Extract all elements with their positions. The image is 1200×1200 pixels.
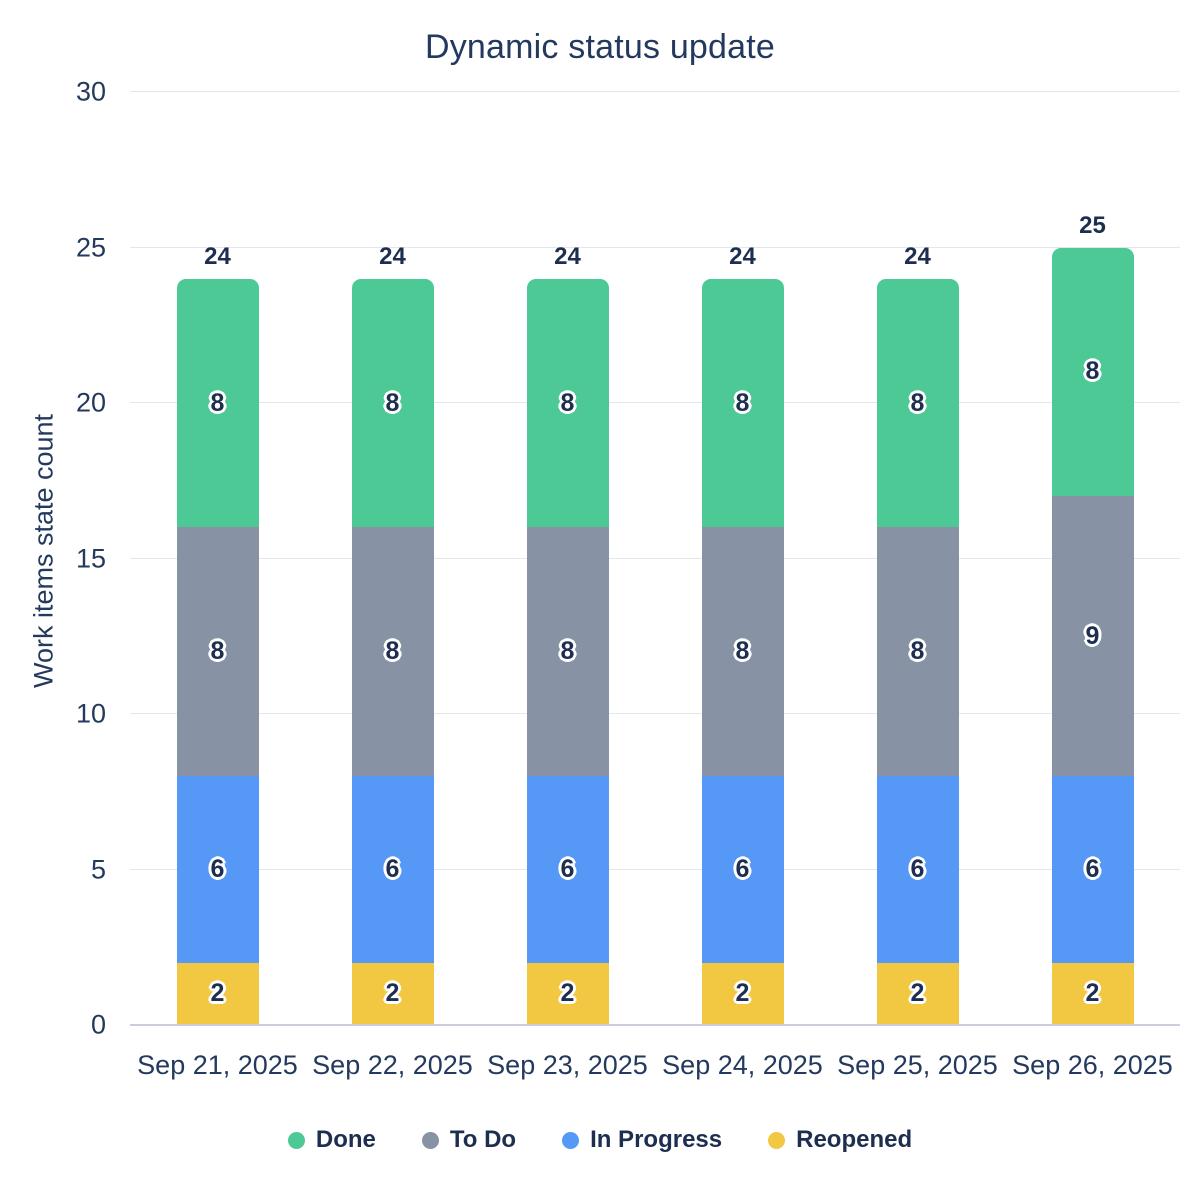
x-axis-label: Sep 25, 2025 xyxy=(837,1050,998,1080)
bar-segment-in-progress[interactable]: 6 xyxy=(876,776,959,963)
bar-segment-label: 6 xyxy=(385,855,400,884)
bar-segment-done[interactable]: 8 xyxy=(351,278,434,528)
bar-segment-label: 8 xyxy=(735,637,750,666)
bar-segment-label: 2 xyxy=(560,979,575,1008)
bar-segment-to-do[interactable]: 9 xyxy=(1051,496,1134,777)
bar-segment-label: 8 xyxy=(560,388,575,417)
gridline xyxy=(130,246,1180,248)
x-axis-label: Sep 26, 2025 xyxy=(1012,1050,1173,1080)
gridline xyxy=(130,557,1180,559)
bar-segment-to-do[interactable]: 8 xyxy=(876,527,959,777)
x-axis-label: Sep 23, 2025 xyxy=(487,1050,648,1080)
bar-segment-label: 6 xyxy=(560,855,575,884)
bar-segment-to-do[interactable]: 8 xyxy=(526,527,609,777)
x-axis-label: Sep 22, 2025 xyxy=(312,1050,473,1080)
bar-segment-label: 8 xyxy=(910,388,925,417)
bar-total-label: 25 xyxy=(1079,211,1106,239)
bar-sep-24-2025: 2 6 8 8 24 xyxy=(701,92,784,1025)
bar-segment-done[interactable]: 8 xyxy=(876,278,959,528)
gridline xyxy=(130,713,1180,714)
bar-total-label: 24 xyxy=(729,242,756,270)
bar-total-label: 24 xyxy=(904,242,931,270)
bar-segment-done[interactable]: 8 xyxy=(701,278,784,528)
bar-sep-26-2025: 2 6 9 8 25 xyxy=(1051,92,1134,1025)
bar-segment-label: 8 xyxy=(1085,357,1100,386)
legend-dot-icon xyxy=(768,1131,786,1149)
gridline xyxy=(130,868,1180,870)
bar-sep-25-2025: 2 6 8 8 24 xyxy=(876,92,959,1025)
y-tick-label: 15 xyxy=(75,543,106,573)
bar-segment-label: 6 xyxy=(735,855,750,884)
bar-segment-in-progress[interactable]: 6 xyxy=(351,776,434,963)
bar-segment-to-do[interactable]: 8 xyxy=(701,527,784,777)
bar-segment-done[interactable]: 8 xyxy=(526,278,609,528)
bar-segment-label: 2 xyxy=(1085,979,1100,1008)
legend-label: To Do xyxy=(449,1126,517,1153)
legend-label: Reopened xyxy=(796,1126,913,1153)
legend: Done To Do In Progress Reopened xyxy=(0,1126,1200,1154)
bar-segment-in-progress[interactable]: 6 xyxy=(176,776,259,963)
bar-segment-in-progress[interactable]: 6 xyxy=(526,776,609,963)
y-tick-label: 20 xyxy=(75,387,106,418)
legend-item-done[interactable]: Done xyxy=(287,1126,376,1154)
bar-segment-label: 9 xyxy=(1085,621,1100,650)
bar-total-label: 24 xyxy=(554,242,581,270)
bar-sep-23-2025: 2 6 8 8 24 xyxy=(526,92,609,1025)
bar-segment-label: 2 xyxy=(910,979,925,1008)
x-axis-line xyxy=(130,1024,1180,1026)
y-tick-label: 25 xyxy=(75,232,106,262)
bar-segment-label: 8 xyxy=(560,637,575,666)
bar-segment-label: 8 xyxy=(735,388,750,417)
gridline xyxy=(130,91,1180,92)
bar-sep-22-2025: 2 6 8 8 24 xyxy=(351,92,434,1025)
bar-segment-label: 6 xyxy=(910,855,925,884)
bar-segment-label: 8 xyxy=(210,637,225,666)
bar-segment-label: 8 xyxy=(385,388,400,417)
bar-segment-label: 6 xyxy=(210,855,225,884)
bar-segment-label: 6 xyxy=(1085,855,1100,884)
bar-segment-to-do[interactable]: 8 xyxy=(351,527,434,777)
bar-segment-label: 2 xyxy=(210,979,225,1008)
bar-segment-label: 2 xyxy=(735,979,750,1008)
bar-segment-reopened[interactable]: 2 xyxy=(351,962,434,1025)
bar-segment-label: 8 xyxy=(385,637,400,666)
y-tick-label: 0 xyxy=(90,1009,106,1040)
y-tick-label: 5 xyxy=(90,854,106,884)
y-tick-label: 10 xyxy=(75,698,106,729)
bar-segment-in-progress[interactable]: 6 xyxy=(701,776,784,963)
bar-segment-label: 2 xyxy=(385,979,400,1008)
bar-segment-done[interactable]: 8 xyxy=(176,278,259,528)
legend-label: In Progress xyxy=(590,1126,723,1153)
x-axis-label: Sep 21, 2025 xyxy=(137,1050,298,1080)
bar-segment-reopened[interactable]: 2 xyxy=(1051,962,1134,1025)
bar-segment-to-do[interactable]: 8 xyxy=(176,527,259,777)
bar-segment-reopened[interactable]: 2 xyxy=(176,962,259,1025)
legend-item-to-do[interactable]: To Do xyxy=(421,1126,517,1154)
chart-title: Dynamic status update xyxy=(424,28,776,66)
legend-item-in-progress[interactable]: In Progress xyxy=(562,1126,722,1154)
plot-area: 2 6 8 8 24 2 6 8 8 24 2 6 8 8 24 2 6 8 8 24 2 6 8 8 24 2 6 9 8 25 xyxy=(130,91,1180,1026)
legend-label: Done xyxy=(315,1126,376,1153)
bar-total-label: 24 xyxy=(204,242,231,270)
bar-segment-reopened[interactable]: 2 xyxy=(876,962,959,1025)
legend-dot-icon xyxy=(421,1131,439,1149)
bar-segment-reopened[interactable]: 2 xyxy=(526,962,609,1025)
bar-total-label: 24 xyxy=(379,242,406,270)
legend-dot-icon xyxy=(562,1131,580,1149)
y-tick-label: 30 xyxy=(75,76,106,107)
legend-item-reopened[interactable]: Reopened xyxy=(768,1126,912,1154)
gridline xyxy=(130,402,1180,403)
legend-dot-icon xyxy=(287,1131,305,1149)
bar-segment-label: 8 xyxy=(910,637,925,666)
bar-sep-21-2025: 2 6 8 8 24 xyxy=(176,92,259,1025)
x-axis-label: Sep 24, 2025 xyxy=(662,1050,823,1080)
bar-segment-done[interactable]: 8 xyxy=(1051,247,1134,497)
bar-segment-reopened[interactable]: 2 xyxy=(701,962,784,1025)
bar-segment-in-progress[interactable]: 6 xyxy=(1051,776,1134,963)
bar-segment-label: 8 xyxy=(210,388,225,417)
